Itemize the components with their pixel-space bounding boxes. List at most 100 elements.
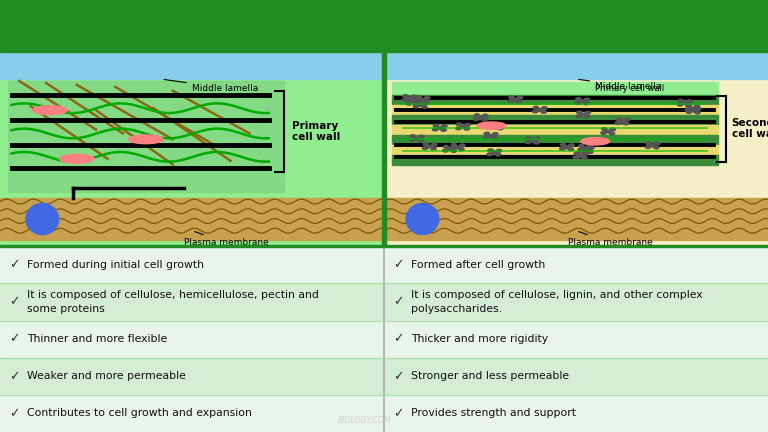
Circle shape bbox=[416, 96, 422, 99]
Circle shape bbox=[620, 120, 625, 123]
Circle shape bbox=[582, 156, 588, 159]
Circle shape bbox=[609, 132, 614, 135]
Circle shape bbox=[616, 118, 621, 121]
Circle shape bbox=[582, 147, 588, 149]
Circle shape bbox=[526, 137, 531, 140]
Text: Thinner and more flexible: Thinner and more flexible bbox=[27, 334, 167, 344]
Circle shape bbox=[509, 96, 515, 98]
Circle shape bbox=[574, 156, 579, 159]
Text: Primary
cell wall: Primary cell wall bbox=[292, 121, 340, 143]
Circle shape bbox=[537, 108, 542, 111]
Circle shape bbox=[574, 152, 580, 155]
Circle shape bbox=[478, 116, 483, 119]
Circle shape bbox=[422, 102, 428, 104]
Ellipse shape bbox=[60, 154, 94, 163]
Ellipse shape bbox=[32, 106, 68, 114]
Circle shape bbox=[409, 139, 415, 141]
Circle shape bbox=[413, 105, 419, 108]
Circle shape bbox=[407, 97, 412, 100]
Circle shape bbox=[424, 100, 429, 103]
Circle shape bbox=[624, 118, 630, 121]
Circle shape bbox=[402, 98, 408, 102]
Ellipse shape bbox=[26, 203, 58, 235]
Circle shape bbox=[577, 111, 582, 114]
Circle shape bbox=[682, 102, 687, 105]
Circle shape bbox=[490, 123, 495, 125]
Bar bbox=[392, 125, 718, 135]
Circle shape bbox=[423, 143, 429, 146]
Circle shape bbox=[431, 147, 436, 150]
Circle shape bbox=[487, 153, 492, 156]
Circle shape bbox=[587, 145, 592, 148]
Circle shape bbox=[473, 118, 478, 121]
Text: Contributes to cell growth and expansion: Contributes to cell growth and expansion bbox=[27, 408, 252, 419]
Circle shape bbox=[535, 137, 540, 140]
Bar bbox=[0, 283, 768, 321]
Text: ✓: ✓ bbox=[393, 333, 404, 346]
Circle shape bbox=[414, 137, 419, 140]
Circle shape bbox=[583, 152, 588, 155]
Circle shape bbox=[691, 109, 697, 112]
Text: Thicker and more rigidity: Thicker and more rigidity bbox=[411, 334, 548, 344]
Circle shape bbox=[425, 96, 430, 99]
Circle shape bbox=[578, 148, 583, 151]
Ellipse shape bbox=[477, 122, 506, 130]
Circle shape bbox=[687, 111, 692, 114]
Text: It is composed of cellulose, hemicellulose, pectin and
some proteins: It is composed of cellulose, hemicellulo… bbox=[27, 290, 319, 314]
Circle shape bbox=[654, 146, 659, 149]
Text: ✓: ✓ bbox=[393, 407, 404, 420]
Circle shape bbox=[605, 130, 611, 133]
Circle shape bbox=[654, 142, 660, 145]
Bar bbox=[392, 155, 718, 165]
Circle shape bbox=[580, 100, 585, 103]
Circle shape bbox=[581, 113, 586, 116]
Circle shape bbox=[690, 107, 695, 110]
Circle shape bbox=[415, 99, 421, 102]
Circle shape bbox=[695, 111, 700, 114]
Circle shape bbox=[487, 126, 492, 129]
Bar bbox=[384, 52, 768, 79]
Circle shape bbox=[459, 144, 465, 147]
Circle shape bbox=[601, 132, 606, 134]
Circle shape bbox=[561, 143, 566, 146]
Bar bbox=[0, 395, 768, 432]
Circle shape bbox=[483, 136, 488, 139]
Ellipse shape bbox=[581, 137, 610, 145]
Circle shape bbox=[492, 125, 497, 127]
Bar bbox=[0, 52, 384, 79]
Circle shape bbox=[624, 122, 629, 125]
Circle shape bbox=[686, 104, 691, 106]
Bar bbox=[0, 321, 768, 358]
Circle shape bbox=[687, 107, 693, 110]
Circle shape bbox=[588, 151, 593, 153]
Text: Middle lamella: Middle lamella bbox=[164, 79, 258, 93]
Bar bbox=[0, 246, 768, 283]
Circle shape bbox=[575, 102, 581, 105]
Circle shape bbox=[579, 150, 584, 153]
Circle shape bbox=[407, 98, 412, 101]
Circle shape bbox=[484, 132, 489, 135]
Circle shape bbox=[488, 135, 493, 137]
Text: ✓: ✓ bbox=[9, 295, 20, 308]
Bar bbox=[392, 95, 718, 105]
Circle shape bbox=[410, 135, 415, 137]
Bar bbox=[0, 198, 384, 240]
Circle shape bbox=[560, 147, 565, 150]
Circle shape bbox=[615, 122, 621, 124]
Circle shape bbox=[460, 125, 465, 128]
Text: Plasma membrane: Plasma membrane bbox=[568, 232, 653, 247]
Circle shape bbox=[443, 145, 449, 148]
Circle shape bbox=[488, 122, 493, 125]
Circle shape bbox=[494, 125, 499, 128]
Circle shape bbox=[650, 144, 655, 147]
Bar bbox=[384, 198, 768, 240]
Circle shape bbox=[530, 139, 535, 142]
Circle shape bbox=[569, 144, 574, 147]
Circle shape bbox=[525, 141, 531, 143]
Circle shape bbox=[451, 149, 456, 152]
Circle shape bbox=[564, 146, 570, 149]
Circle shape bbox=[601, 128, 607, 130]
Circle shape bbox=[452, 146, 457, 149]
Circle shape bbox=[447, 148, 452, 150]
Circle shape bbox=[442, 125, 447, 127]
